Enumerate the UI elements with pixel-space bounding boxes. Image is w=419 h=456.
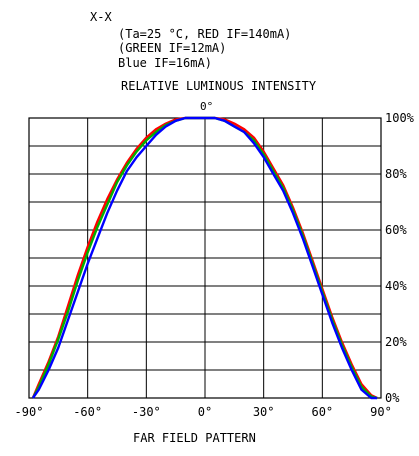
x-tick-label: 60° xyxy=(311,405,333,419)
series-line-2 xyxy=(31,116,378,400)
y-tick-label: 40% xyxy=(385,279,407,293)
plot-grid xyxy=(28,117,382,399)
y-tick-label: 80% xyxy=(385,167,407,181)
header-line-2: (Ta=25 °C, RED IF=140mA) xyxy=(118,27,291,41)
x-tick-label: -60° xyxy=(73,405,102,419)
y-tick-label: 20% xyxy=(385,335,407,349)
y-tick-label: 0% xyxy=(385,391,400,405)
x-tick-label: -30° xyxy=(132,405,161,419)
top-angle-label: 0° xyxy=(200,100,213,113)
x-tick-labels: -90° -60° -30° 0° 30° 60° 90° xyxy=(15,405,392,419)
y-tick-label: 100% xyxy=(385,111,415,125)
y-tick-labels: 0% 20% 40% 60% 80% 100% xyxy=(385,111,415,405)
header-line-4: Blue IF=16mA) xyxy=(118,56,212,70)
chart-title: RELATIVE LUMINOUS INTENSITY xyxy=(121,79,317,93)
x-tick-label: 90° xyxy=(370,405,392,419)
header-line-1: X-X xyxy=(90,10,112,24)
y-tick-label: 60% xyxy=(385,223,407,237)
series-lines xyxy=(31,116,378,400)
x-axis-title: FAR FIELD PATTERN xyxy=(133,431,256,445)
x-tick-label: -90° xyxy=(15,405,44,419)
header-line-3: (GREEN IF=12mA) xyxy=(118,41,226,55)
x-tick-label: 0° xyxy=(198,405,212,419)
x-tick-label: 30° xyxy=(253,405,275,419)
